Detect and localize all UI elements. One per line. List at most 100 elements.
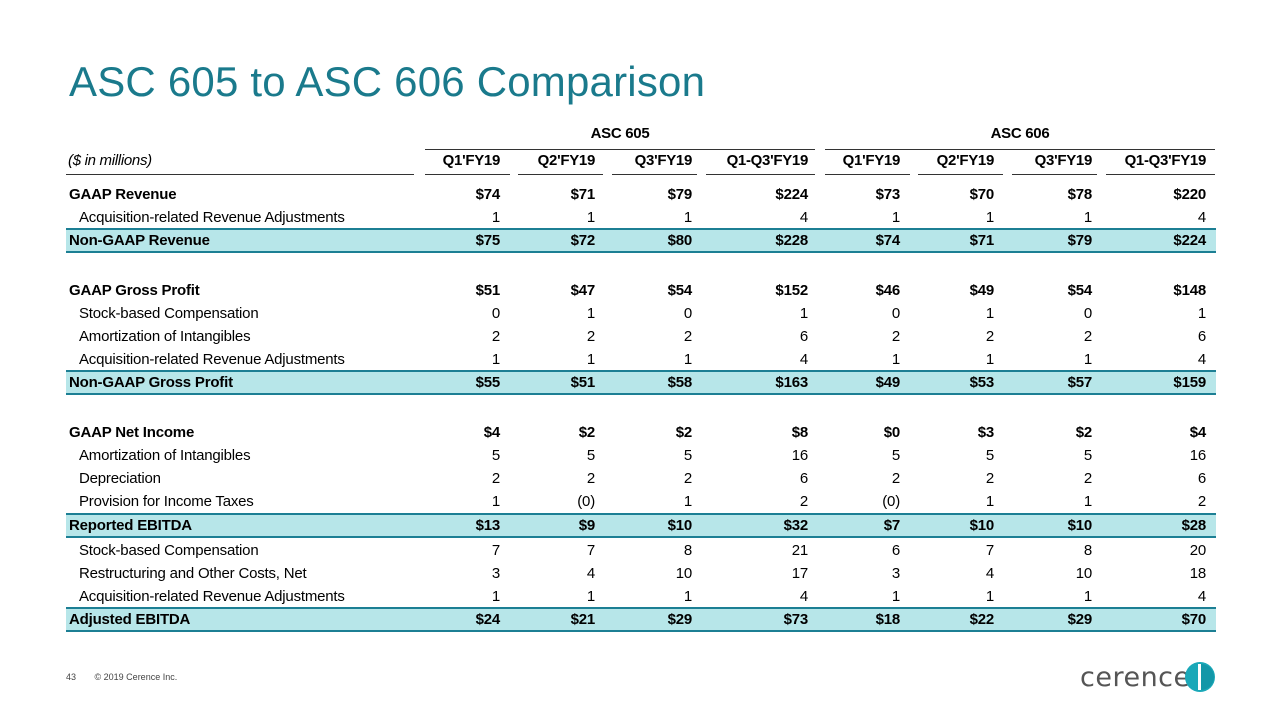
cell-value: 3: [491, 565, 500, 582]
cell-value: 4: [799, 588, 808, 605]
cell-value: $75: [475, 232, 501, 249]
cell-value: $228: [775, 232, 808, 249]
cell-value: (0): [577, 493, 595, 510]
cell-value: 1: [1083, 588, 1092, 605]
cell-value: 1: [683, 351, 692, 368]
cell-value: 2: [683, 328, 692, 345]
row-label: Adjusted EBITDA: [69, 611, 191, 628]
cell-value: 1: [683, 209, 692, 226]
cell-value: $28: [1181, 517, 1207, 534]
cell-value: $220: [1173, 186, 1206, 203]
cell-value: 7: [491, 542, 500, 559]
non-gaap-revenue-row: Non-GAAP Revenue $75 $72 $80 $228 $74 $71 $79 $2…: [66, 228, 1216, 253]
cell-value: 2: [799, 493, 808, 510]
cell-value: 4: [1197, 351, 1206, 368]
cell-value: $49: [875, 374, 901, 391]
cell-value: 2: [891, 470, 900, 487]
cell-value: 20: [1189, 542, 1207, 559]
cell-value: 5: [491, 447, 500, 464]
column-header: Q3'FY19: [634, 152, 693, 169]
cell-value: $29: [667, 611, 693, 628]
cell-value: 1: [1083, 351, 1092, 368]
row-label: Stock-based Compensation: [79, 305, 259, 322]
cell-value: $46: [875, 282, 901, 299]
gaap-gross-profit-row: GAAP Gross Profit $51 $47 $54 $152 $46 $49 $54 $…: [66, 279, 1216, 302]
cell-value: 2: [985, 328, 994, 345]
cell-value: 2: [1197, 493, 1206, 510]
cell-value: 6: [799, 470, 808, 487]
page-number: 43: [66, 672, 77, 682]
cell-value: 17: [791, 565, 809, 582]
cell-value: $70: [969, 186, 995, 203]
cell-value: 5: [586, 447, 595, 464]
cell-value: (0): [882, 493, 900, 510]
cell-value: 1: [1083, 209, 1092, 226]
cell-value: 6: [799, 328, 808, 345]
row-label: Non-GAAP Revenue: [69, 232, 210, 249]
cell-value: 4: [985, 565, 994, 582]
cell-value: $71: [969, 232, 995, 249]
cell-value: $29: [1067, 611, 1093, 628]
cell-value: 5: [985, 447, 994, 464]
cell-value: $224: [775, 186, 808, 203]
cell-value: 1: [985, 209, 994, 226]
page-title: ASC 605 to ASC 606 Comparison: [69, 58, 706, 105]
cell-value: 7: [586, 542, 595, 559]
cell-value: 1: [1197, 305, 1206, 322]
stock-comp-row: Stock-based Compensation 0 1 0 1 0 1 0 1: [66, 302, 1216, 325]
header-underline: [1106, 174, 1215, 175]
cell-value: 0: [891, 305, 900, 322]
row-label: Acquisition-related Revenue Adjustments: [79, 351, 345, 368]
cell-value: 2: [1083, 328, 1092, 345]
cell-value: $47: [570, 282, 596, 299]
cell-value: $57: [1067, 374, 1093, 391]
cell-value: 1: [491, 588, 500, 605]
cell-value: $53: [969, 374, 995, 391]
column-header: Q2'FY19: [936, 152, 995, 169]
cell-value: 4: [799, 209, 808, 226]
cell-value: 1: [891, 209, 900, 226]
row-label: Acquisition-related Revenue Adjustments: [79, 209, 345, 226]
cell-value: $73: [875, 186, 901, 203]
group-underline-asc606: [825, 149, 1215, 150]
income-tax-row: Provision for Income Taxes 1 (0) 1 2 (0) 1 1 2: [66, 490, 1216, 513]
depreciation-row: Depreciation 2 2 2 6 2 2 2 6: [66, 467, 1216, 490]
cell-value: 4: [1197, 588, 1206, 605]
cell-value: 8: [1083, 542, 1092, 559]
column-header: Q1-Q3'FY19: [1124, 152, 1207, 169]
column-header: Q3'FY19: [1034, 152, 1093, 169]
cell-value: $2: [1075, 424, 1093, 441]
group-header-asc605: ASC 605: [590, 125, 650, 142]
cell-value: $2: [578, 424, 596, 441]
cell-value: $54: [1067, 282, 1093, 299]
cell-value: 0: [491, 305, 500, 322]
cell-value: $224: [1173, 232, 1206, 249]
cell-value: $4: [483, 424, 501, 441]
logo-wordmark: cerence: [1080, 662, 1191, 693]
acq-rev-adj-row: Acquisition-related Revenue Adjustments 1…: [66, 348, 1216, 371]
cell-value: 5: [683, 447, 692, 464]
cell-value: $74: [475, 186, 501, 203]
stock-comp-row: Stock-based Compensation 7 7 8 21 6 7 8 20: [66, 539, 1216, 562]
row-label: GAAP Revenue: [69, 186, 177, 203]
cell-value: $54: [667, 282, 693, 299]
cell-value: 0: [1083, 305, 1092, 322]
cell-value: 2: [586, 470, 595, 487]
cell-value: $10: [1067, 517, 1093, 534]
cell-value: 0: [683, 305, 692, 322]
non-gaap-gross-profit-row: Non-GAAP Gross Profit $55 $51 $58 $163 $49 $53…: [66, 370, 1216, 395]
cell-value: 1: [985, 588, 994, 605]
row-label: GAAP Gross Profit: [69, 282, 200, 299]
cell-value: 10: [1075, 565, 1093, 582]
header-underline: [518, 174, 603, 175]
cell-value: 1: [891, 588, 900, 605]
row-label: Stock-based Compensation: [79, 542, 259, 559]
cell-value: 1: [586, 305, 595, 322]
row-label: Depreciation: [79, 470, 161, 487]
row-label: Amortization of Intangibles: [79, 447, 251, 464]
cell-value: $10: [667, 517, 693, 534]
cell-value: 2: [491, 470, 500, 487]
row-label: Non-GAAP Gross Profit: [69, 374, 233, 391]
cell-value: $3: [977, 424, 995, 441]
row-label: Restructuring and Other Costs, Net: [79, 565, 307, 582]
